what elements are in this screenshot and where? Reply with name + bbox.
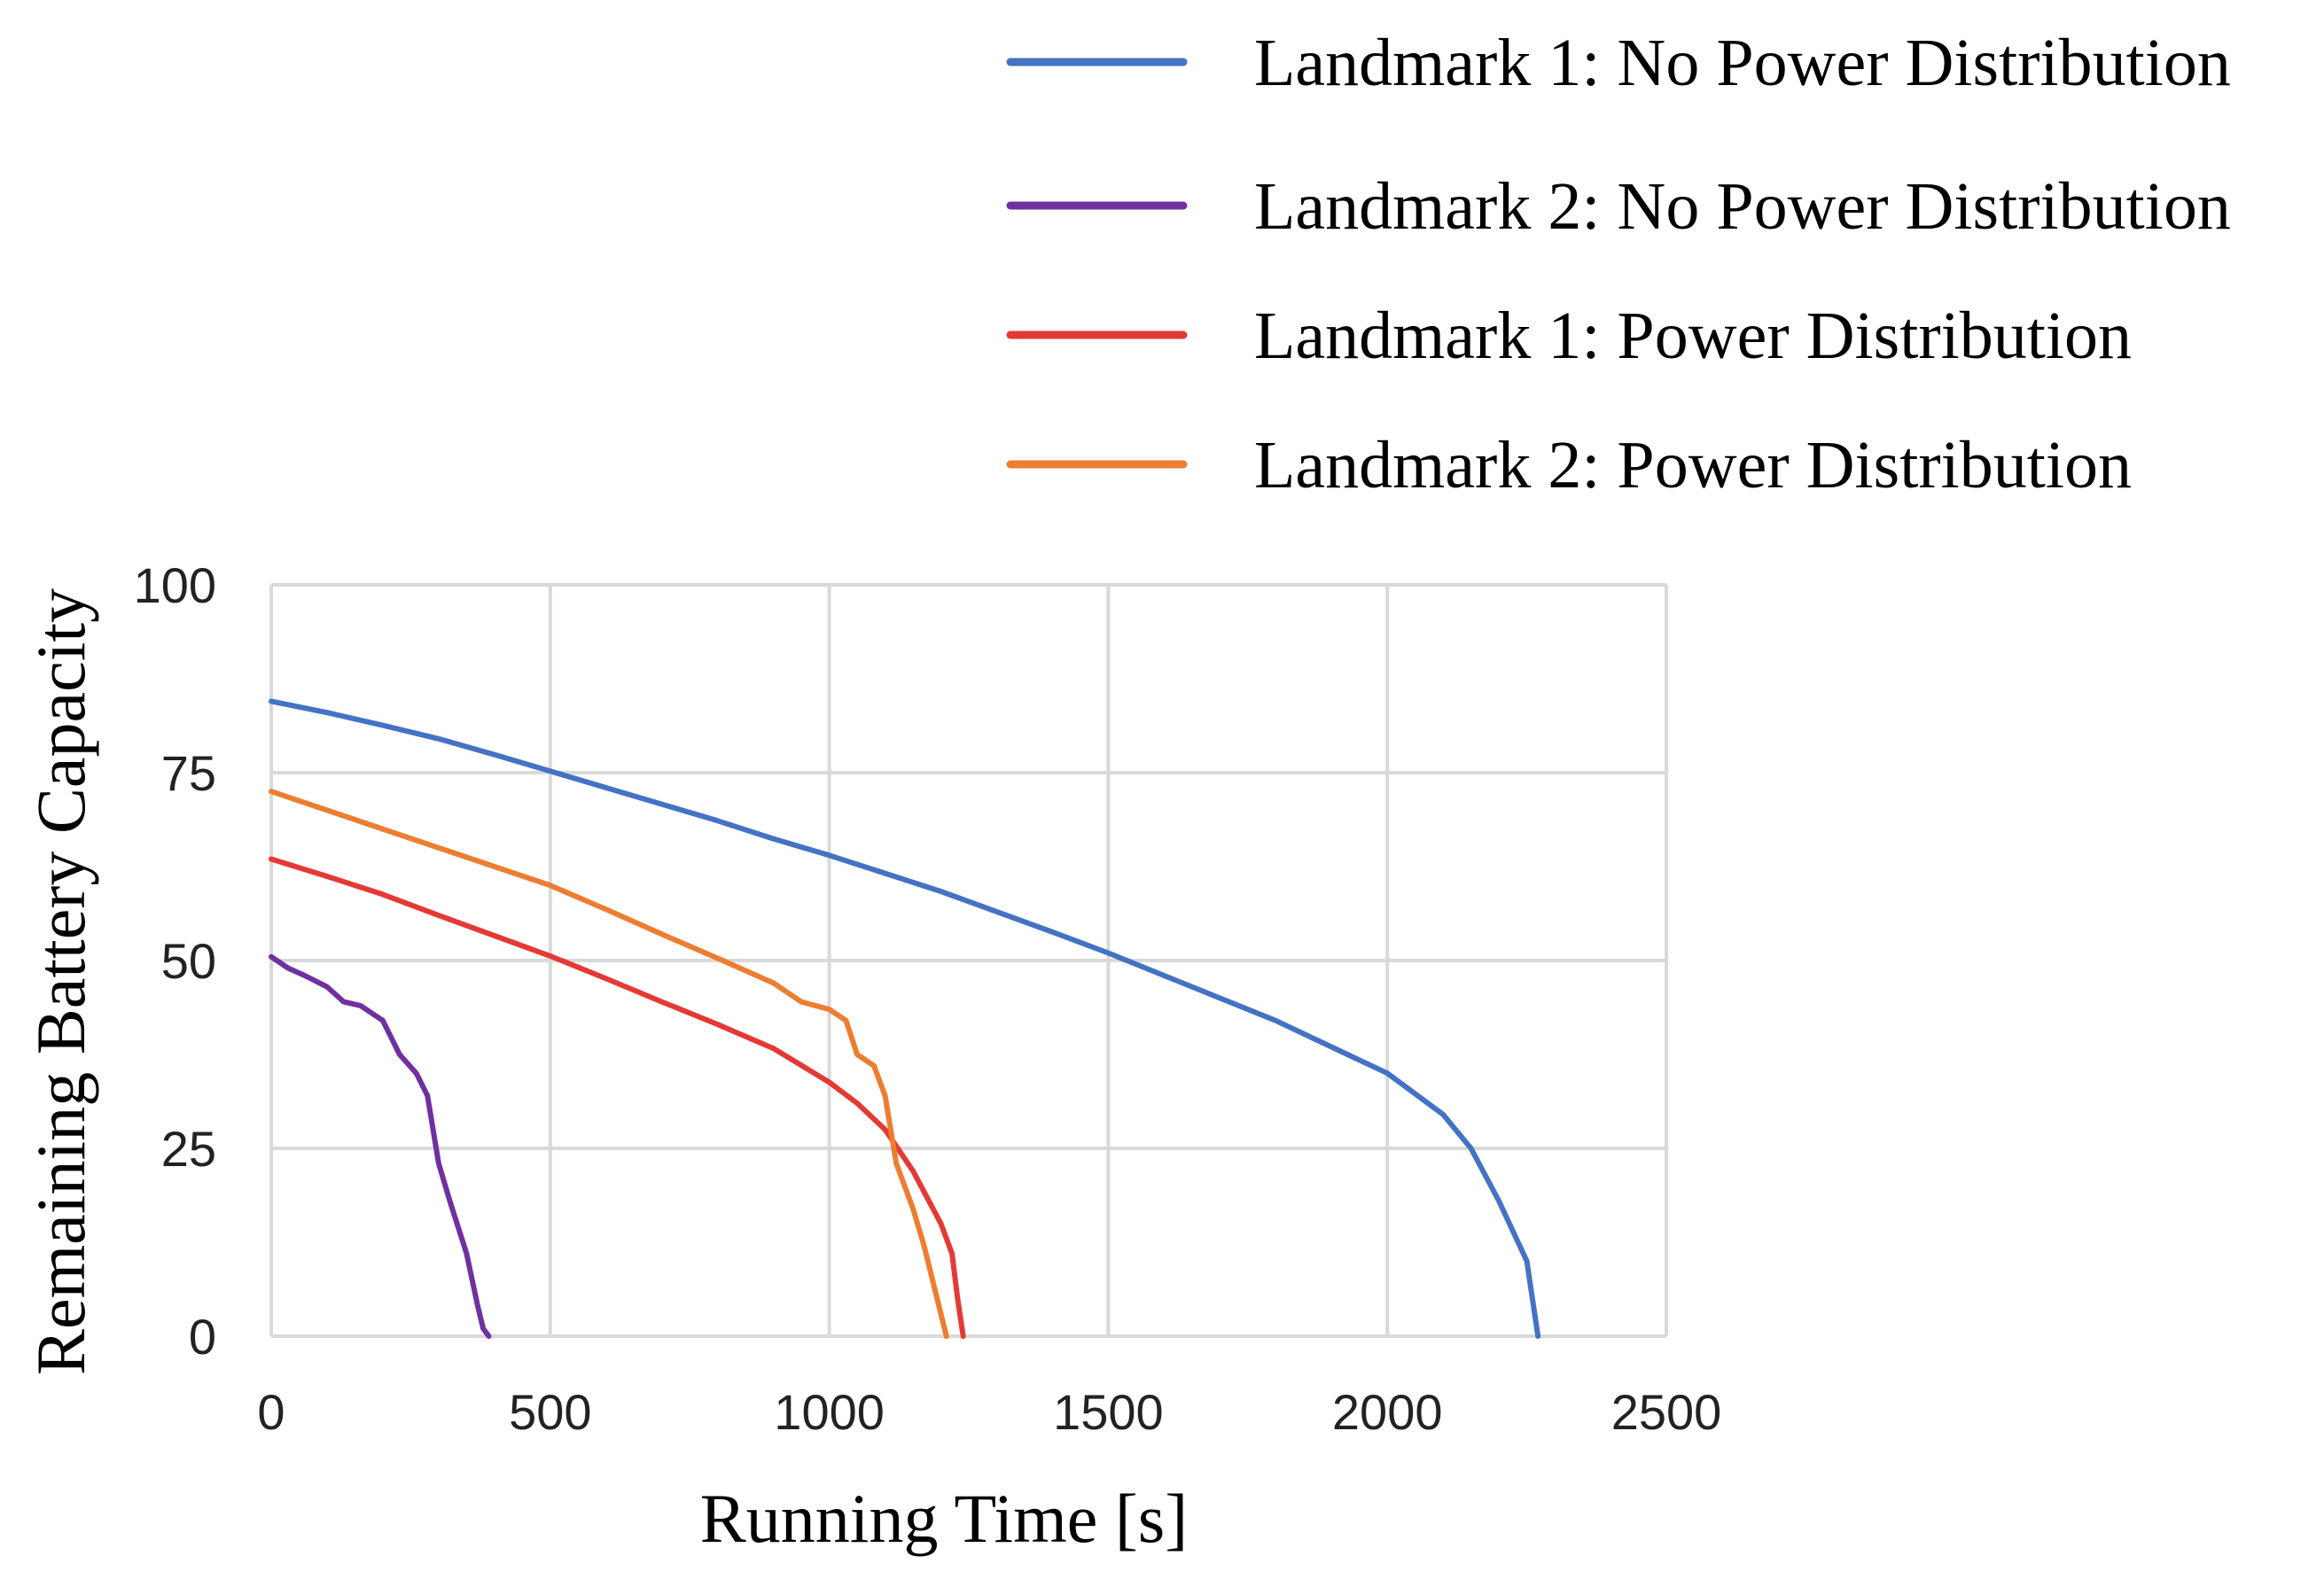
series-group [269,698,1541,1339]
series-line-3 [269,856,966,1339]
x-tick-label: 1500 [1053,1384,1164,1440]
y-axis-title: Remaining Battery Capacity [22,588,99,1375]
series-line-2 [269,953,492,1339]
legend-label-4: Landmark 2: Power Distribution [1254,428,2132,502]
x-tick-label: 0 [257,1384,285,1440]
x-tick-label: 500 [509,1384,591,1440]
x-tick-label: 2500 [1611,1384,1722,1440]
y-tick-label: 50 [161,933,216,989]
series-line-1 [269,698,1541,1339]
legend-label-2: Landmark 2: No Power Distribution [1254,169,2231,244]
y-tick-label: 75 [161,745,216,801]
x-tick-label: 2000 [1332,1384,1443,1440]
grid [269,583,1668,1338]
tick-labels: 0 500 1000 1500 2000 2500 0 25 50 75 100 [134,557,1722,1440]
y-tick-label: 100 [134,557,216,613]
series-line-4 [269,789,949,1339]
legend-label-3: Landmark 1: Power Distribution [1254,299,2132,373]
y-tick-label: 0 [189,1309,216,1365]
x-tick-label: 1000 [774,1384,885,1440]
x-axis-title: Running Time [s] [700,1480,1188,1557]
legend: Landmark 1: No Power Distribution Landmar… [1006,26,2231,502]
legend-label-1: Landmark 1: No Power Distribution [1254,26,2231,100]
y-tick-label: 25 [161,1121,216,1177]
